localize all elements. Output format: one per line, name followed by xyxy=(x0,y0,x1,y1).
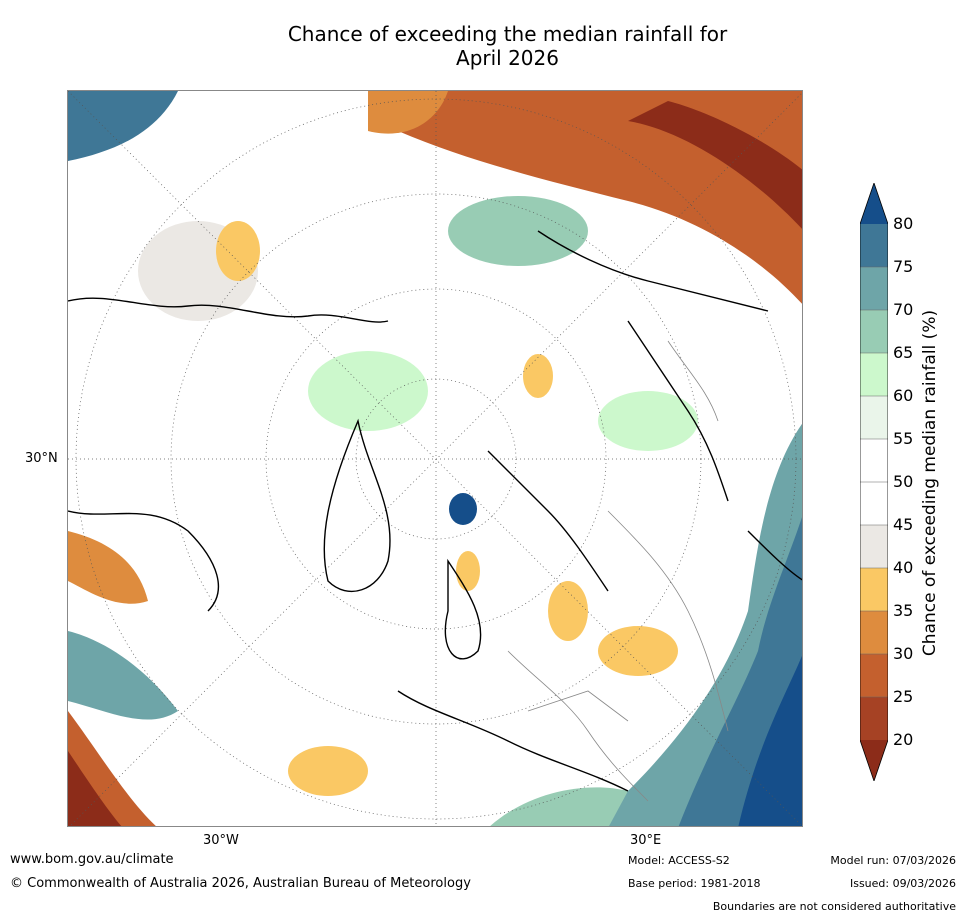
country-borders xyxy=(507,340,729,802)
colorbar-band-45-50 xyxy=(860,482,888,525)
colorbar-tick: 55 xyxy=(893,429,914,448)
title-line-1: Chance of exceeding the median rainfall … xyxy=(287,22,728,46)
colorbar-under-triangle xyxy=(860,740,888,781)
north-america-dry-spot xyxy=(216,221,260,281)
colorbar-separators xyxy=(860,266,888,698)
colorbar-tick: 65 xyxy=(893,343,914,362)
atlantic-dry-spot xyxy=(288,746,368,796)
colorbar-band-35-40 xyxy=(860,568,888,611)
footer-copyright: © Commonwealth of Australia 2026, Austra… xyxy=(10,876,471,891)
southeast-green xyxy=(490,787,628,826)
north-pacific-orange xyxy=(368,91,448,134)
colorbar-tick: 75 xyxy=(893,257,914,276)
southwest-very-dry xyxy=(68,751,122,826)
graticule xyxy=(68,91,802,826)
footer-url[interactable]: www.bom.gov.au/climate xyxy=(10,852,174,867)
colorbar xyxy=(860,183,888,781)
arctic-green-patch xyxy=(448,196,588,266)
north-pacific-very-dry xyxy=(628,101,802,229)
colorbar-band-50-55 xyxy=(860,439,888,482)
colorbar-tick: 50 xyxy=(893,472,914,491)
colorbar-band-70-75 xyxy=(860,267,888,310)
scandinavia-dry-spot xyxy=(456,551,480,591)
colorbar-tick: 25 xyxy=(893,687,914,706)
siberia-green-patch xyxy=(598,391,698,451)
map-title: Chance of exceeding the median rainfall … xyxy=(0,22,965,70)
colorbar-tick: 30 xyxy=(893,644,914,663)
colorbar-band-25-30 xyxy=(860,654,888,697)
west-dry-patch xyxy=(68,531,148,604)
northwest-wet-corner xyxy=(68,91,178,161)
colorbar-band-75-80 xyxy=(860,224,888,267)
greenland-sea-wet-spot xyxy=(449,493,477,525)
central-asia-dry-spot xyxy=(598,626,678,676)
label-30w: 30°W xyxy=(203,833,239,848)
colorbar-tick: 35 xyxy=(893,601,914,620)
colorbar-tick: 40 xyxy=(893,558,914,577)
footer-model-run: Model run: 07/03/2026 xyxy=(830,854,956,867)
colorbar-tick: 60 xyxy=(893,386,914,405)
europe-dry-spot xyxy=(548,581,588,641)
colorbar-band-40-45 xyxy=(860,525,888,568)
label-30e: 30°E xyxy=(630,833,662,848)
colorbar-tick: 80 xyxy=(893,214,914,233)
siberia-dry-spot xyxy=(523,354,553,398)
colorbar-band-55-60 xyxy=(860,396,888,439)
colorbar-over-triangle xyxy=(860,183,888,224)
colorbar-band-30-35 xyxy=(860,611,888,654)
colorbar-band-20-25 xyxy=(860,697,888,740)
colorbar-band-60-65 xyxy=(860,353,888,396)
rainfall-map[interactable] xyxy=(67,90,803,827)
title-line-2: April 2026 xyxy=(456,46,559,70)
label-30n: 30°N xyxy=(25,451,58,466)
colorbar-tick: 70 xyxy=(893,300,914,319)
footer-model: Model: ACCESS-S2 xyxy=(628,854,730,867)
colorbar-band-65-70 xyxy=(860,310,888,353)
colorbar-tick: 45 xyxy=(893,515,914,534)
coastlines xyxy=(68,230,802,792)
footer-issued: Issued: 09/03/2026 xyxy=(849,877,956,890)
colorbar-title: Chance of exceeding median rainfall (%) xyxy=(920,309,940,657)
colorbar-tick: 20 xyxy=(893,730,914,749)
map-canvas xyxy=(68,91,802,826)
footer-disclaimer: Boundaries are not considered authoritat… xyxy=(712,900,956,913)
footer-base-period: Base period: 1981-2018 xyxy=(628,877,761,890)
west-wet-patch xyxy=(68,631,178,720)
east-wettest-patch xyxy=(738,655,802,826)
